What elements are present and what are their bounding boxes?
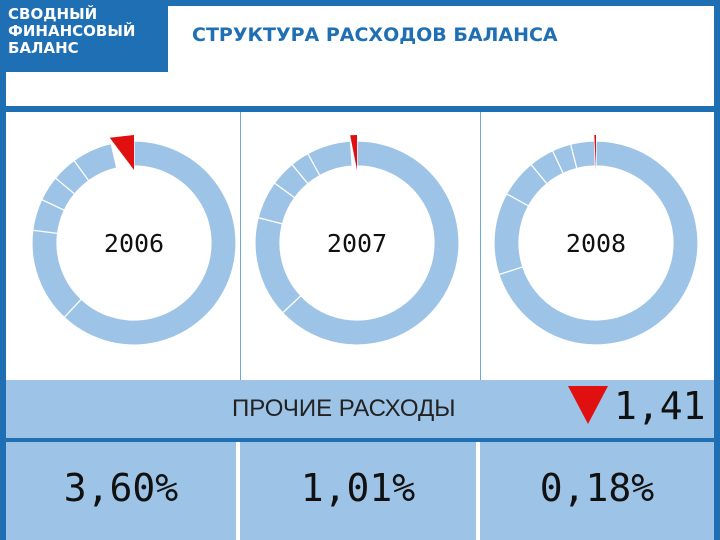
down-arrow-icon xyxy=(568,386,608,424)
donut-segment xyxy=(254,216,302,314)
highlight-segment xyxy=(350,135,357,170)
page-title: СТРУКТУРА РАСХОДОВ БАЛАНСА xyxy=(192,24,558,46)
year-label: 2008 xyxy=(566,229,626,258)
highlight-segment xyxy=(594,135,596,170)
donut-segment xyxy=(498,140,699,346)
band-separator xyxy=(0,438,720,442)
donut-segment xyxy=(307,140,353,177)
section-label: СВОДНЫЙ ФИНАНСОВЫЙ БАЛАНС xyxy=(0,0,168,72)
band-label: ПРОЧИЕ РАСХОДЫ xyxy=(232,395,456,422)
column-divider xyxy=(480,112,481,380)
year-label: 2007 xyxy=(327,229,387,258)
left-border xyxy=(0,112,6,540)
donut-segment xyxy=(63,140,237,346)
highlight-segment xyxy=(109,135,134,170)
value-cell xyxy=(6,442,236,540)
change-value: 1,41 xyxy=(614,384,706,428)
donut-segment xyxy=(281,140,460,346)
donut-segment xyxy=(73,142,118,182)
value-cell xyxy=(480,442,714,540)
section-label-line: ФИНАНСОВЫЙ xyxy=(8,22,136,40)
value-cell xyxy=(240,442,476,540)
year-label: 2006 xyxy=(104,229,164,258)
value-2007: 1,01% xyxy=(300,466,416,510)
column-divider xyxy=(240,112,241,380)
donut-segment xyxy=(569,140,596,170)
section-label-line: СВОДНЫЙ xyxy=(8,5,98,23)
value-2008: 0,18% xyxy=(539,466,655,510)
donut-segment xyxy=(493,193,530,276)
right-border xyxy=(714,112,720,540)
section-label-line: БАЛАНС xyxy=(8,39,79,57)
value-2006: 3,60% xyxy=(63,466,179,510)
donut-segment xyxy=(31,229,83,319)
